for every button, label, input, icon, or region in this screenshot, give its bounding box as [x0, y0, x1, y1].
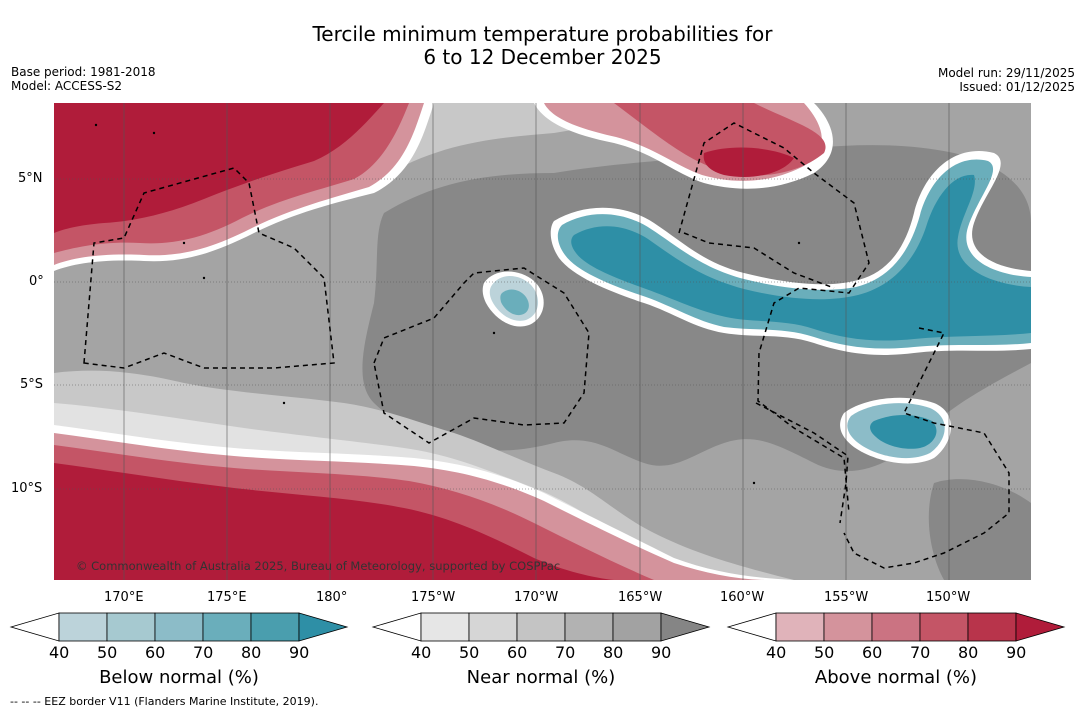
lon-label-165w: 165°W — [618, 590, 663, 605]
model-name: Model: ACCESS-S2 — [11, 79, 123, 93]
islands — [94, 123, 801, 485]
colorbar-tick-label: 80 — [603, 643, 624, 662]
colorbar-segment — [564, 612, 614, 642]
lon-label-175w: 175°W — [411, 590, 456, 605]
colorbar-tick-label: 90 — [651, 643, 672, 662]
colorbar-tick-label: 60 — [862, 643, 883, 662]
colorbar-tick-label: 40 — [49, 643, 70, 662]
lon-label-180: 180° — [316, 590, 348, 605]
colorbar-segment — [823, 612, 873, 642]
eez-border — [683, 232, 835, 289]
lon-label-170w: 170°W — [514, 590, 559, 605]
below-normal-se-region — [870, 415, 937, 449]
island — [152, 131, 156, 135]
above-normal-region-nw — [54, 103, 384, 233]
colorbar-title: Above normal (%) — [814, 667, 978, 688]
colorbar-min-extension — [371, 612, 422, 642]
lat-label-5n: 5°N — [18, 171, 43, 186]
base-period: Base period: 1981-2018 — [11, 65, 156, 79]
lat-label-10s: 10°S — [11, 481, 43, 496]
meta-left: Base period: 1981-2018 Model: ACCESS-S2 — [11, 65, 156, 93]
colorbar-segment — [871, 612, 921, 642]
eez-border — [373, 267, 590, 444]
colorbar-tick-label: 70 — [555, 643, 576, 662]
meta-right: Model run: 29/11/2025 Issued: 01/12/2025 — [938, 66, 1075, 94]
colorbar-tick-label: 90 — [1006, 643, 1027, 662]
island — [94, 123, 98, 127]
lon-label-175e: 175°E — [207, 590, 247, 605]
lat-label-0: 0° — [29, 274, 44, 289]
colorbar-segment — [58, 612, 108, 642]
eez-border — [755, 402, 849, 524]
colorbar-tick-label: 80 — [241, 643, 262, 662]
near-normal-high-region — [928, 479, 1031, 580]
lat-label-5s: 5°S — [20, 377, 44, 392]
colorbar-tick-label: 70 — [193, 643, 214, 662]
eez-border — [678, 122, 870, 514]
below-normal-small-region — [500, 289, 529, 316]
near-normal-light-north — [374, 103, 734, 183]
copyright-text: © Commonwealth of Australia 2025, Bureau… — [76, 559, 560, 573]
island — [182, 241, 186, 245]
colorbar-segment — [202, 612, 252, 642]
forecast-map: © Commonwealth of Australia 2025, Bureau… — [54, 103, 1031, 580]
colorbar-segment — [967, 612, 1017, 642]
colorbar-tick-label: 50 — [97, 643, 118, 662]
island — [752, 481, 756, 485]
colorbar-near-normal — [371, 612, 711, 642]
eez-footnote: -- -- -- EEZ border V11 (Flanders Marine… — [10, 695, 319, 708]
colorbar-min-extension — [9, 612, 60, 642]
lon-label-155w: 155°W — [824, 590, 869, 605]
colorbar-tick-label: 60 — [507, 643, 528, 662]
colorbar-segment — [106, 612, 156, 642]
above-normal-region-north — [703, 147, 794, 178]
colorbar-segment — [250, 612, 300, 642]
colorbar-title: Near normal (%) — [466, 667, 616, 688]
below-normal-region — [571, 174, 1031, 341]
model-run: Model run: 29/11/2025 — [937, 66, 1075, 80]
colorbar-tick-label: 50 — [814, 643, 835, 662]
island — [492, 331, 496, 335]
eez-border — [843, 327, 1010, 569]
eez-borders — [83, 122, 1010, 569]
colorbar-tick-label: 50 — [459, 643, 480, 662]
colorbar-tick-label: 40 — [411, 643, 432, 662]
issued-date: Issued: 01/12/2025 — [959, 80, 1075, 94]
island — [797, 241, 801, 245]
map-title-line-1: Tercile minimum temperature probabilitie… — [312, 22, 773, 46]
colorbar-tick-label: 70 — [910, 643, 931, 662]
colorbar-tick-label: 80 — [958, 643, 979, 662]
colorbar-segment — [154, 612, 204, 642]
colorbar-max-extension — [660, 612, 711, 642]
map-graticule — [54, 103, 1031, 580]
colorbar-max-extension — [1015, 612, 1066, 642]
colorbar-tick-label: 60 — [145, 643, 166, 662]
colorbar-segment — [468, 612, 518, 642]
lon-label-160w: 160°W — [720, 590, 765, 605]
above-normal-region-south — [54, 463, 614, 580]
colorbar-segment — [612, 612, 662, 642]
colorbar-segment — [516, 612, 566, 642]
colorbar-segment — [775, 612, 825, 642]
colorbar-title: Below normal (%) — [99, 667, 259, 688]
colorbar-tick-label: 90 — [289, 643, 310, 662]
island — [282, 401, 286, 405]
colorbar-max-extension — [298, 612, 349, 642]
lon-label-170e: 170°E — [104, 590, 144, 605]
colorbar-tick-label: 40 — [766, 643, 787, 662]
colorbar-above-normal — [726, 612, 1066, 642]
colorbar-segment — [420, 612, 470, 642]
island — [202, 276, 206, 280]
lon-label-150w: 150°W — [926, 590, 971, 605]
colorbar-min-extension — [726, 612, 777, 642]
colorbar-segment — [919, 612, 969, 642]
colorbar-below-normal — [9, 612, 349, 642]
colorbars — [9, 612, 1066, 642]
map-title-line-2: 6 to 12 December 2025 — [423, 45, 662, 69]
